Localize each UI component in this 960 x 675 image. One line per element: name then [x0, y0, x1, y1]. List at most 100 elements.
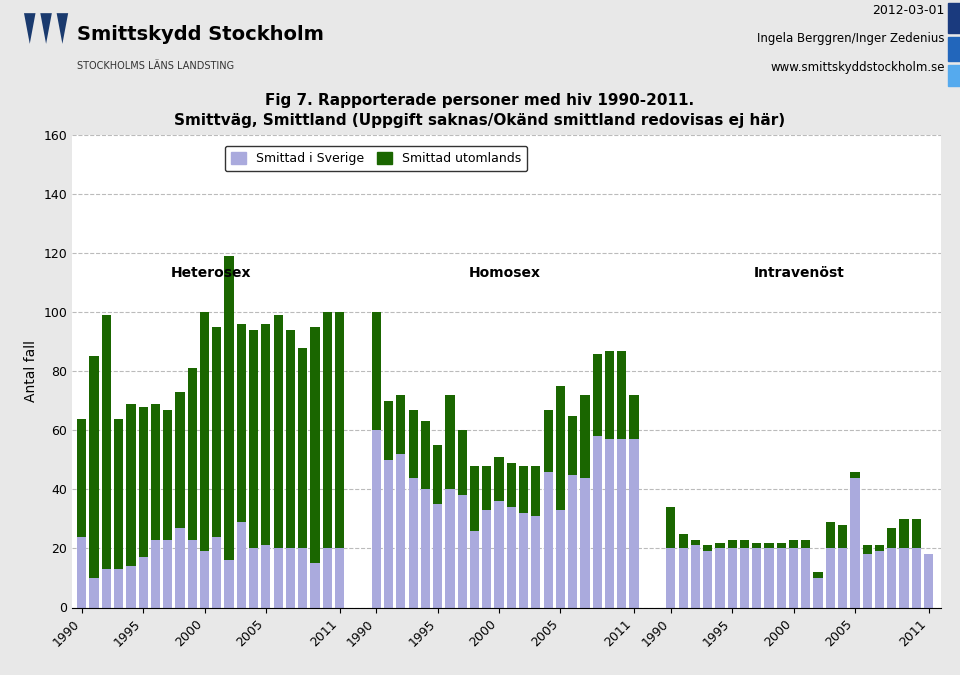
- Bar: [494, 501, 504, 608]
- Legend: Smittad i Sverige, Smittad utomlands: Smittad i Sverige, Smittad utomlands: [225, 146, 527, 171]
- Text: Intravenöst: Intravenöst: [755, 266, 845, 279]
- Bar: [605, 350, 614, 439]
- Bar: [335, 548, 344, 608]
- Bar: [556, 510, 565, 608]
- Bar: [679, 534, 687, 548]
- Bar: [225, 256, 233, 560]
- Bar: [433, 504, 443, 608]
- Bar: [114, 569, 123, 608]
- Text: STOCKHOLMS LÄNS LANDSTING: STOCKHOLMS LÄNS LANDSTING: [77, 61, 234, 72]
- Text: Fig 7. Rapporterade personer med hiv 1990-2011.: Fig 7. Rapporterade personer med hiv 199…: [265, 92, 695, 107]
- Bar: [728, 539, 736, 548]
- Bar: [740, 539, 749, 548]
- Bar: [887, 548, 897, 608]
- Bar: [225, 560, 233, 608]
- Bar: [630, 439, 638, 608]
- Bar: [715, 543, 725, 548]
- Bar: [813, 578, 823, 608]
- Text: Heterosex: Heterosex: [171, 266, 251, 279]
- Bar: [691, 545, 700, 608]
- Bar: [420, 421, 430, 489]
- Bar: [458, 495, 467, 608]
- Bar: [469, 466, 479, 531]
- Polygon shape: [57, 14, 68, 44]
- Bar: [114, 418, 123, 569]
- Bar: [274, 548, 283, 608]
- Bar: [519, 513, 528, 608]
- Bar: [568, 416, 577, 475]
- Bar: [728, 548, 736, 608]
- Bar: [703, 545, 712, 551]
- Bar: [261, 545, 271, 608]
- Bar: [445, 489, 454, 608]
- Bar: [384, 401, 394, 460]
- Bar: [531, 466, 540, 516]
- Bar: [237, 522, 246, 608]
- Bar: [286, 548, 295, 608]
- Bar: [703, 551, 712, 608]
- Y-axis label: Antal fall: Antal fall: [24, 340, 37, 402]
- Bar: [875, 545, 884, 551]
- Bar: [826, 548, 835, 608]
- Bar: [127, 404, 135, 566]
- Bar: [200, 312, 209, 551]
- Bar: [409, 478, 418, 608]
- Bar: [592, 354, 602, 436]
- Bar: [826, 522, 835, 548]
- Bar: [89, 356, 99, 578]
- Bar: [482, 466, 492, 510]
- Text: Homosex: Homosex: [469, 266, 541, 279]
- Bar: [568, 475, 577, 608]
- Bar: [813, 572, 823, 578]
- Bar: [458, 431, 467, 495]
- Bar: [299, 548, 307, 608]
- Bar: [531, 516, 540, 608]
- Bar: [212, 327, 222, 537]
- Bar: [802, 548, 810, 608]
- Bar: [802, 539, 810, 548]
- Bar: [838, 548, 848, 608]
- Bar: [617, 350, 626, 439]
- Text: Smittväg, Smittland (Uppgift saknas/Okänd smittland redovisas ej här): Smittväg, Smittland (Uppgift saknas/Okän…: [175, 113, 785, 128]
- Bar: [286, 330, 295, 548]
- Bar: [396, 454, 405, 608]
- Bar: [691, 539, 700, 545]
- Bar: [900, 519, 908, 548]
- Bar: [372, 431, 381, 608]
- Bar: [163, 539, 172, 608]
- Bar: [494, 457, 504, 501]
- Bar: [212, 537, 222, 608]
- Bar: [666, 548, 676, 608]
- Bar: [863, 554, 872, 608]
- Bar: [789, 539, 798, 548]
- Bar: [396, 395, 405, 454]
- Bar: [764, 548, 774, 608]
- Bar: [77, 537, 86, 608]
- Bar: [519, 466, 528, 513]
- Bar: [838, 525, 848, 548]
- Bar: [151, 404, 160, 539]
- Text: 2012-03-01: 2012-03-01: [873, 5, 945, 18]
- Polygon shape: [24, 14, 36, 44]
- Bar: [948, 3, 960, 33]
- Bar: [740, 548, 749, 608]
- Bar: [543, 472, 553, 608]
- Bar: [274, 315, 283, 548]
- Bar: [127, 566, 135, 608]
- Bar: [420, 489, 430, 608]
- Bar: [102, 569, 111, 608]
- Bar: [237, 324, 246, 522]
- Bar: [666, 507, 676, 548]
- Bar: [887, 528, 897, 548]
- Bar: [77, 418, 86, 537]
- Bar: [102, 315, 111, 569]
- Bar: [384, 460, 394, 608]
- Bar: [261, 324, 271, 545]
- Bar: [445, 395, 454, 489]
- Bar: [469, 531, 479, 608]
- Bar: [948, 65, 960, 86]
- Bar: [482, 510, 492, 608]
- Bar: [372, 312, 381, 431]
- Bar: [543, 410, 553, 472]
- Bar: [187, 539, 197, 608]
